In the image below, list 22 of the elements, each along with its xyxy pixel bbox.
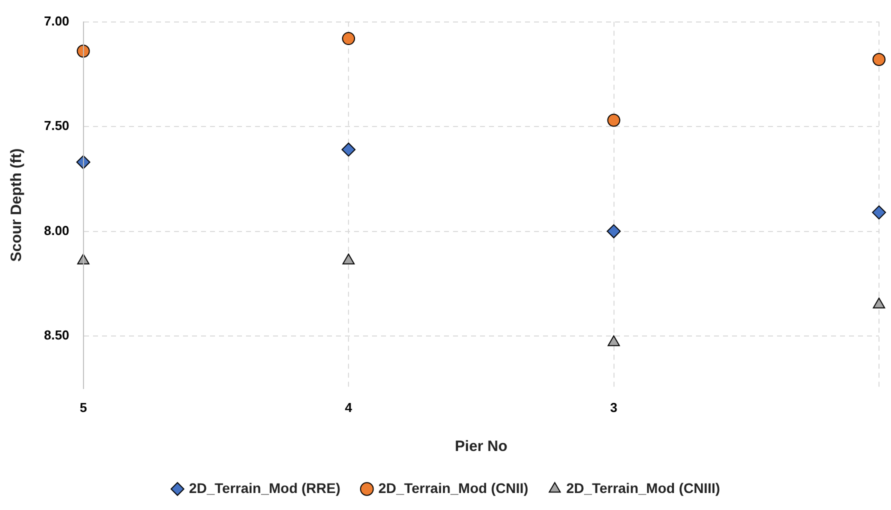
point [608, 335, 620, 346]
y-axis-title: Scour Depth (ft) [8, 148, 26, 262]
point [342, 254, 355, 264]
point [607, 114, 620, 127]
point [342, 32, 356, 46]
y-tick-label: 7.50 [44, 118, 70, 134]
y-tick-label: 8.50 [44, 328, 70, 343]
x-tick-label: 4 [344, 400, 353, 415]
point [342, 142, 356, 157]
point [872, 298, 886, 308]
y-tick-label: 7.00 [44, 13, 70, 28]
point [872, 205, 886, 220]
y-tick-label: 8.00 [44, 222, 70, 238]
x-axis-title: Pier No [454, 438, 508, 456]
legend-label: 2D_Terrain_Mod (CNII) [378, 480, 528, 496]
point [76, 44, 90, 58]
point [872, 53, 886, 66]
x-tick-label: 3 [610, 400, 618, 415]
legend-label: 2D_Terrain_Mod (CNIII) [566, 480, 720, 496]
x-tick-label: 5 [80, 400, 87, 415]
point [606, 224, 621, 238]
legend-label: 2D_Terrain_Mod (RRE) [188, 480, 340, 496]
